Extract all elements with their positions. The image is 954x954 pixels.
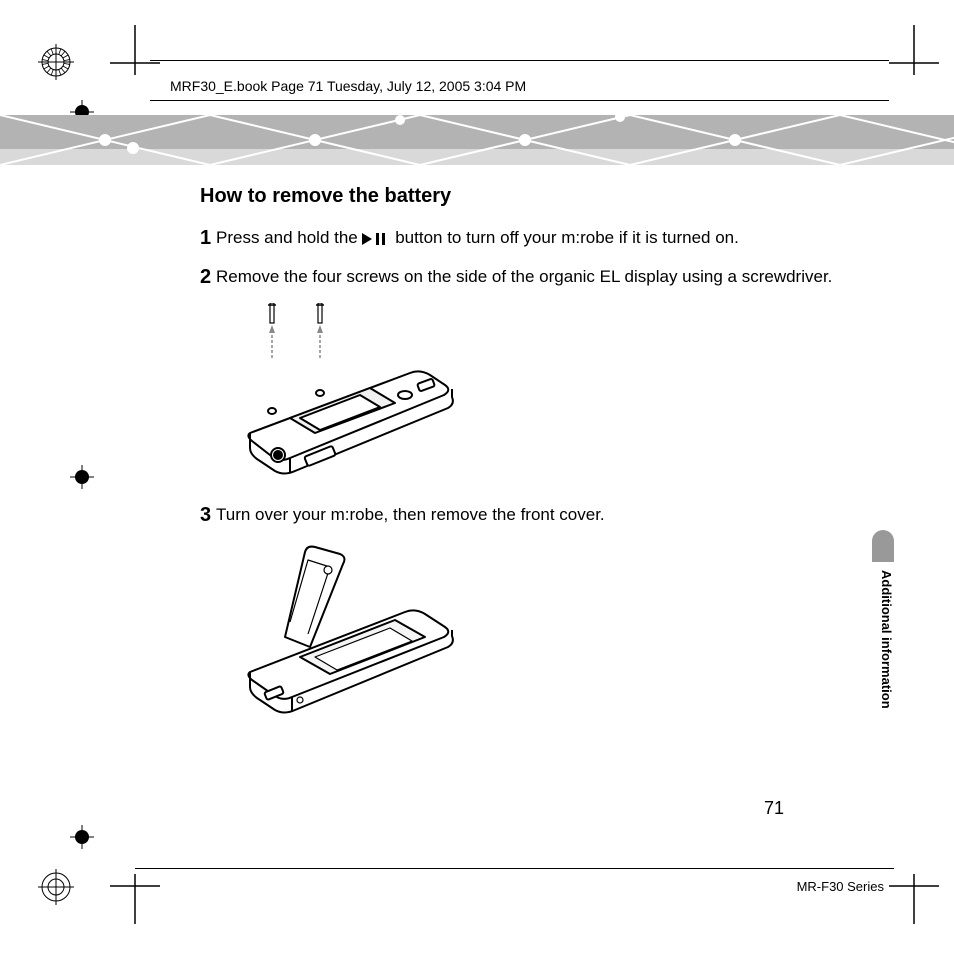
illustration-screws xyxy=(230,303,854,483)
crop-corner-br xyxy=(889,874,939,929)
step-number: 1 xyxy=(200,224,211,253)
footer-rule xyxy=(135,868,894,869)
step-2: 2 Remove the four screws on the side of … xyxy=(200,265,854,290)
reg-target-bl xyxy=(38,869,74,910)
main-content: How to remove the battery 1 Press and ho… xyxy=(200,185,854,757)
play-pause-icon xyxy=(362,232,390,246)
step-1: 1 Press and hold the button to turn off … xyxy=(200,226,854,251)
decorative-banner xyxy=(0,115,954,165)
section-tab xyxy=(872,530,894,562)
step-3: 3 Turn over your m:robe, then remove the… xyxy=(200,503,854,528)
step-text: Turn over your m:robe, then remove the f… xyxy=(216,505,605,524)
step-number: 2 xyxy=(200,263,211,292)
crop-dot xyxy=(70,465,94,494)
crop-corner-bl xyxy=(110,874,160,929)
step-text-before: Press and hold the xyxy=(216,228,362,247)
illustration-cover xyxy=(230,542,854,737)
step-number: 3 xyxy=(200,501,211,530)
reg-target-tl xyxy=(38,44,74,85)
header-rule-bottom xyxy=(150,100,889,101)
crop-dot xyxy=(70,825,94,854)
section-title: How to remove the battery xyxy=(200,185,854,208)
header-rule-top xyxy=(150,60,889,61)
section-label: Additional information xyxy=(879,570,894,709)
crop-corner-tl xyxy=(110,25,160,80)
crop-corner-tr xyxy=(889,25,939,80)
header-text: MRF30_E.book Page 71 Tuesday, July 12, 2… xyxy=(170,78,526,94)
step-text: Remove the four screws on the side of th… xyxy=(216,267,832,286)
series-label: MR-F30 Series xyxy=(797,879,884,894)
step-text-after: button to turn off your m:robe if it is … xyxy=(390,228,738,247)
page-number: 71 xyxy=(764,798,784,819)
